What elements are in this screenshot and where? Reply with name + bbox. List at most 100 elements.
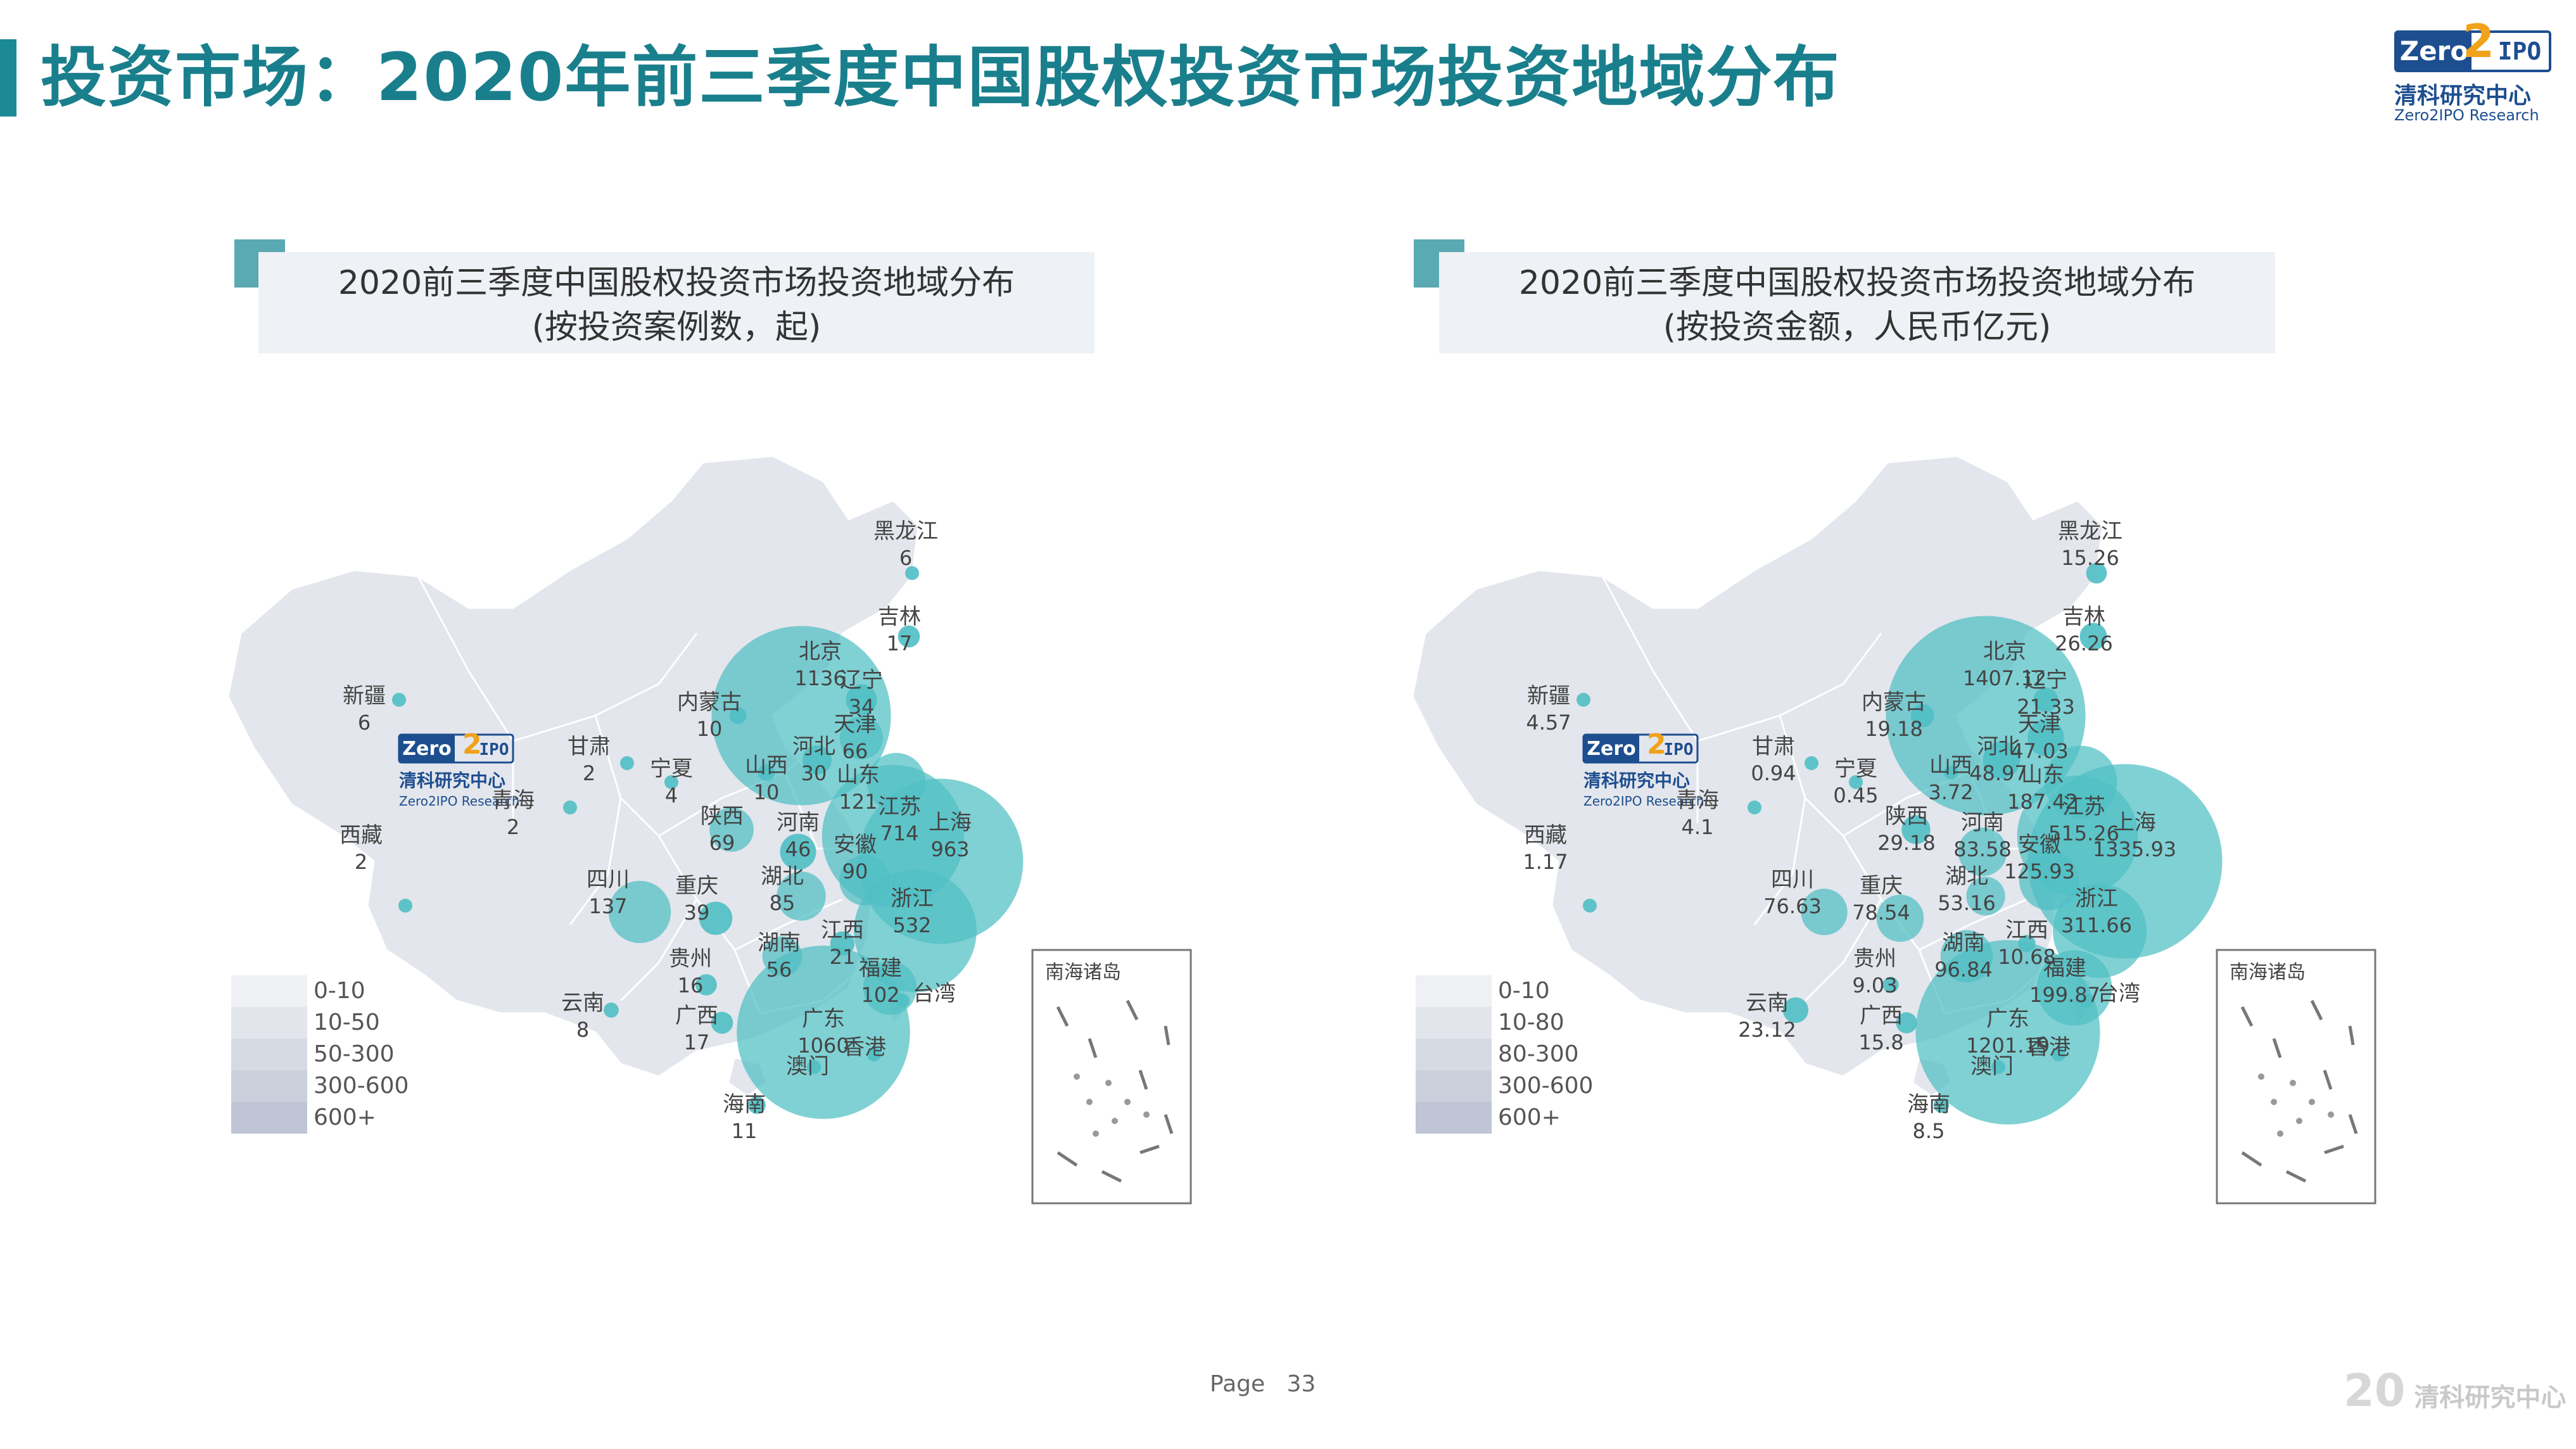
legend-swatch-3	[1416, 1070, 1492, 1102]
region-value-10: 3.72	[1928, 780, 1973, 804]
region-name-20: 四川	[1771, 867, 1814, 892]
page-number: Page 33	[1210, 1371, 1316, 1397]
watermark-logo: Zero 2IPO 清科研究中心 Zero2IPO Research	[1582, 728, 1704, 809]
region-name-0: 黑龙江	[873, 519, 938, 544]
bubble-8	[620, 756, 634, 770]
logo-name-en: Zero2IPO Research	[2394, 106, 2539, 124]
chart-title-right: 2020前三季度中国股权投资市场投资地域分布	[1518, 264, 2196, 302]
region-value-3: 1136	[794, 666, 846, 690]
region-value-30: 1201.19	[1966, 1034, 2050, 1058]
region-name-30: 广东	[1986, 1006, 2029, 1032]
region-value-21: 39	[684, 901, 710, 925]
region-value-6: 10	[697, 717, 723, 741]
bubble-33	[748, 1096, 766, 1114]
region-value-4: 66	[842, 739, 868, 763]
footer-logo: 20 清科研究中心	[2344, 1365, 2566, 1417]
province-border	[1804, 899, 1882, 1002]
legend-label-0: 0-10	[314, 978, 365, 1004]
region-name-18: 西藏	[339, 823, 383, 848]
region-value-9: 0.45	[1833, 783, 1878, 807]
region-name-21: 重庆	[675, 873, 718, 899]
region-value-29: 17	[684, 1030, 710, 1054]
province-border	[1753, 797, 1806, 925]
region-value-20: 76.63	[1763, 894, 1822, 918]
bubble-0	[2086, 562, 2107, 584]
region-value-25: 16	[678, 973, 704, 997]
legend-label-2: 80-300	[1498, 1041, 1579, 1067]
bubble-25	[695, 974, 717, 996]
region-name-0: 黑龙江	[2058, 519, 2122, 544]
region-value-9: 4	[665, 783, 678, 807]
bubble-19	[1966, 876, 2005, 916]
region-name-8: 甘肃	[568, 734, 611, 759]
bubble-4	[2027, 719, 2064, 756]
region-value-1: 26.26	[2055, 631, 2113, 655]
province-border	[569, 797, 622, 925]
region-value-22: 311.66	[2061, 913, 2132, 937]
region-name-12: 青海	[1676, 788, 1719, 813]
bubble-12	[563, 800, 577, 814]
region-value-17: 125.93	[2004, 859, 2075, 883]
bubble-5	[802, 745, 832, 775]
legend-swatch-1	[1416, 1007, 1492, 1039]
region-value-19: 53.16	[1938, 891, 1996, 915]
region-name-28: 云南	[1746, 990, 1789, 1016]
province-border	[1697, 633, 1882, 742]
region-name-14: 河南	[1961, 810, 2004, 835]
region-name-22: 浙江	[891, 886, 934, 911]
region-value-23: 10.68	[1998, 945, 2056, 969]
region-value-14: 83.58	[1953, 837, 2012, 861]
bubble-28	[604, 1003, 619, 1018]
region-name-23: 江西	[821, 918, 864, 943]
region-name-5: 河北	[1977, 734, 2020, 759]
bubble-13	[709, 807, 754, 852]
bubble-21	[1876, 894, 1924, 942]
region-name-29: 广西	[675, 1003, 718, 1028]
legend: 0-10 10-80 80-300 300-600 600+	[1416, 975, 1593, 1134]
bubble-29	[711, 1011, 733, 1034]
region-name-4: 天津	[834, 712, 877, 737]
bubble-25	[1882, 977, 1899, 993]
bubble-5	[1983, 741, 2021, 779]
region-name-3: 北京	[799, 639, 842, 664]
footer-logo-mark: 20	[2344, 1365, 2406, 1417]
bubble-3	[1886, 616, 2086, 816]
region-value-8: 2	[583, 761, 595, 785]
region-name-16: 上海	[2113, 810, 2156, 835]
chart-header-left: 2020前三季度中国股权投资市场投资地域分布 (按投资案例数，起)	[258, 252, 1094, 353]
bubble-6	[729, 707, 747, 724]
bubble-14	[1958, 827, 2007, 876]
legend-swatch-2	[1416, 1039, 1492, 1070]
region-name-33: 海南	[1907, 1092, 1950, 1117]
region-name-14: 河南	[777, 810, 820, 835]
watermark-cn: 清科研究中心	[399, 770, 505, 791]
legend-label-1: 10-50	[314, 1009, 380, 1035]
region-name-4: 天津	[2018, 712, 2061, 737]
region-value-13: 29.18	[1877, 831, 1936, 855]
region-name-25: 贵州	[1853, 946, 1896, 971]
region-name-27: 台湾	[913, 981, 956, 1006]
region-value-26: 199.87	[2029, 983, 2100, 1007]
watermark-zero: Zero	[402, 738, 452, 760]
bubble-9	[1849, 775, 1863, 789]
bubble-18	[1583, 899, 1597, 913]
title-accent-bar	[0, 39, 16, 117]
inset-label: 南海诸岛	[1045, 961, 1121, 984]
region-value-0: 15.26	[2061, 546, 2119, 570]
region-name-31: 香港	[843, 1035, 886, 1060]
region-name-33: 海南	[723, 1092, 766, 1117]
bubble-20	[608, 880, 671, 944]
region-value-18: 1.17	[1523, 850, 1568, 874]
region-name-25: 贵州	[669, 946, 712, 971]
province-border	[512, 633, 698, 742]
region-name-9: 宁夏	[1834, 756, 1877, 781]
region-value-16: 963	[930, 837, 969, 861]
region-value-17: 90	[842, 859, 868, 883]
province-border	[1601, 576, 1699, 823]
region-value-23: 21	[830, 945, 856, 969]
watermark-zero: Zero	[1587, 738, 1636, 760]
region-value-14: 46	[785, 837, 811, 861]
region-name-24: 湖南	[758, 930, 801, 956]
region-name-32: 澳门	[786, 1054, 829, 1079]
region-name-8: 甘肃	[1752, 734, 1795, 759]
